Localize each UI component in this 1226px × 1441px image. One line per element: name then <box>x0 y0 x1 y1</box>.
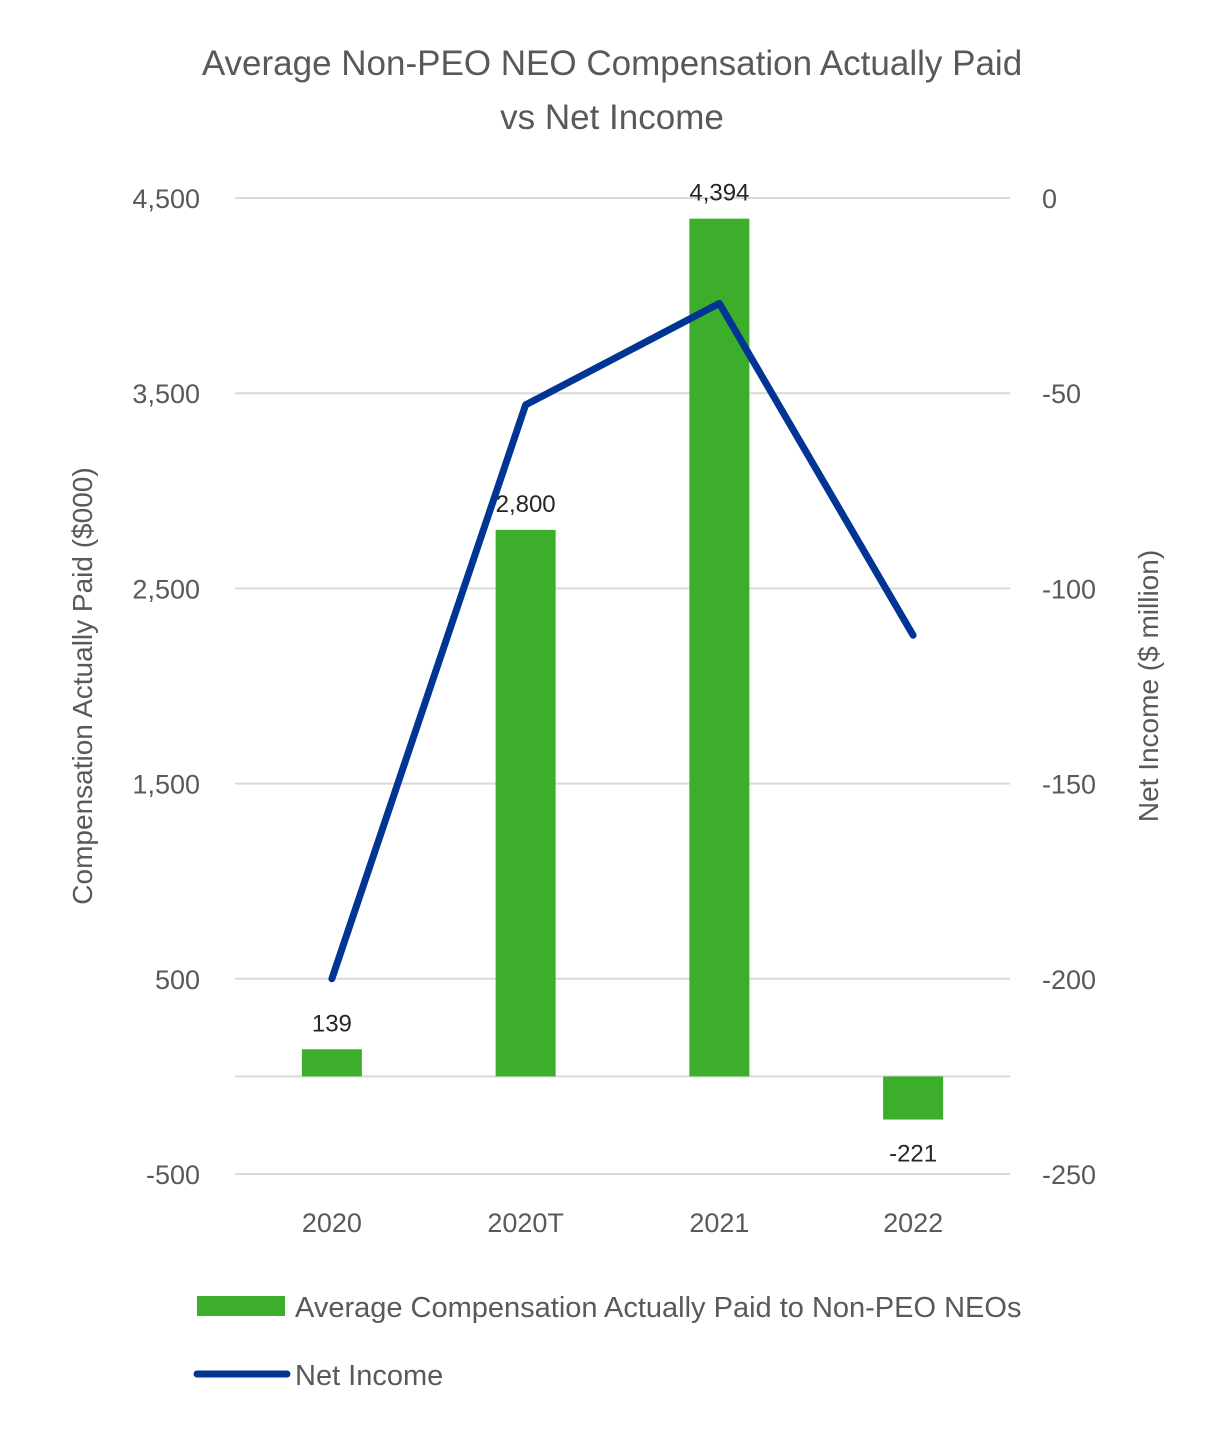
y-right-tick-label: -100 <box>1042 574 1096 604</box>
bar <box>301 1049 362 1077</box>
x-tick-label: 2020 <box>302 1208 362 1238</box>
y-right-tick-label: 0 <box>1042 184 1057 214</box>
bar-data-label: -221 <box>889 1141 937 1168</box>
x-tick-label: 2020T <box>487 1208 564 1238</box>
net-income-line <box>328 299 917 983</box>
y-left-tick-label: -500 <box>146 1160 200 1190</box>
tick-labels: 4,500 3,500 2,500 1,500 500 -500 0 -50 -100 -150 -… <box>132 184 1096 1238</box>
y-left-tick-label: 500 <box>155 965 200 995</box>
legend-bar-label: Average Compensation Actually Paid to No… <box>295 1292 1021 1324</box>
y-left-tick-label: 3,500 <box>132 379 200 409</box>
chart-title-line-2: vs Net Income <box>500 98 724 137</box>
y-left-tick-label: 4,500 <box>132 184 200 214</box>
bars: 139 2,800 4,394 -221 <box>301 180 944 1168</box>
bar <box>689 218 750 1077</box>
y-right-tick-label: -200 <box>1042 965 1096 995</box>
bar-data-label: 139 <box>312 1010 352 1037</box>
bar <box>495 529 556 1077</box>
y-left-axis-title: Compensation Actually Paid ($000) <box>67 467 98 904</box>
legend: Average Compensation Actually Paid to No… <box>193 1292 1021 1392</box>
y-right-tick-label: -250 <box>1042 1160 1096 1190</box>
y-left-tick-label: 2,500 <box>132 574 200 604</box>
x-tick-label: 2021 <box>689 1208 749 1238</box>
legend-line-label: Net Income <box>295 1360 443 1392</box>
chart-title-line-1: Average Non-PEO NEO Compensation Actuall… <box>202 44 1022 83</box>
bar-data-label: 4,394 <box>689 180 749 207</box>
x-tick-label: 2022 <box>883 1208 943 1238</box>
legend-bar-swatch <box>197 1296 285 1316</box>
gridlines <box>235 197 1010 1175</box>
bar-data-label: 2,800 <box>496 491 556 518</box>
bar <box>883 1076 944 1120</box>
net-income-line-group <box>328 299 917 983</box>
y-right-axis-title: Net Income ($ million) <box>1133 550 1164 822</box>
y-right-tick-label: -50 <box>1042 379 1081 409</box>
y-right-tick-label: -150 <box>1042 770 1096 800</box>
y-left-tick-label: 1,500 <box>132 770 200 800</box>
